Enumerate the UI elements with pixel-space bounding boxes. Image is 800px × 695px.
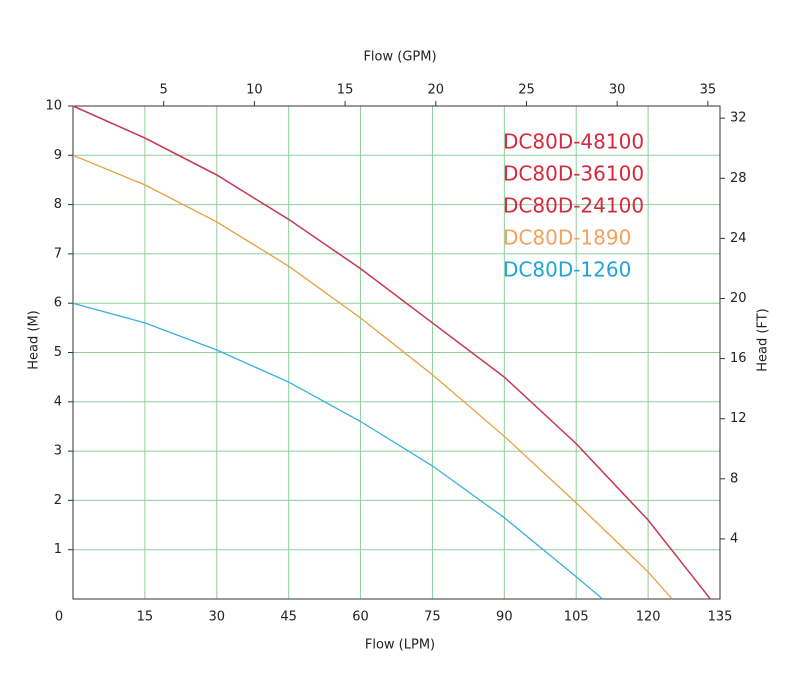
x2-tick-label: 35 <box>700 83 717 98</box>
y2-tick-label: 16 <box>730 351 747 366</box>
y2-tick-label: 20 <box>730 291 747 306</box>
y-tick-label: 6 <box>54 296 62 311</box>
x2-tick-label: 15 <box>337 83 354 98</box>
y2-tick-label: 32 <box>730 111 747 126</box>
series-line <box>72 154 673 600</box>
y2-tick-label: 28 <box>730 171 747 186</box>
y2-tick-label: 4 <box>730 531 738 546</box>
series-line <box>72 105 711 600</box>
x-tick-label: 60 <box>352 610 369 625</box>
y-tick-label: 2 <box>54 493 62 508</box>
y-axis-title: Head (M) <box>27 310 42 369</box>
x-tick-label: 90 <box>496 610 513 625</box>
x-tick-label: 30 <box>209 610 226 625</box>
x2-tick-label: 30 <box>609 83 626 98</box>
y-tick-label: 9 <box>54 148 62 163</box>
legend-entry: DC80D-36100 <box>503 162 644 186</box>
legend-entry: DC80D-48100 <box>503 130 644 154</box>
plot-frame <box>72 105 721 600</box>
y-tick-label: 1 <box>54 542 62 557</box>
x2-tick-label: 10 <box>246 83 263 98</box>
y-tick-label: 4 <box>54 394 62 409</box>
x-tick-label: 15 <box>137 610 154 625</box>
x-tick-label: 120 <box>636 610 661 625</box>
legend-entry: DC80D-1890 <box>503 226 631 250</box>
series-line <box>72 302 604 600</box>
x2-tick-label: 20 <box>427 83 444 98</box>
y2-tick-label: 12 <box>730 411 747 426</box>
y-tick-label: 5 <box>54 345 62 360</box>
y-tick-label: 7 <box>54 246 62 261</box>
x2-tick-label: 25 <box>518 83 535 98</box>
y2-tick-label: 8 <box>730 471 738 486</box>
y-tick-label: 3 <box>54 444 62 459</box>
x-tick-label: 75 <box>424 610 441 625</box>
y2-tick-label: 24 <box>730 231 747 246</box>
x-tick-label: 135 <box>708 610 733 625</box>
legend-entry: DC80D-1260 <box>503 258 631 282</box>
x2-tick-label: 5 <box>160 83 168 98</box>
x-tick-label: 0 <box>55 610 63 625</box>
top-axis-title: Flow (GPM) <box>363 50 436 65</box>
x-axis-title: Flow (LPM) <box>365 638 435 653</box>
y-tick-label: 8 <box>54 197 62 212</box>
x-tick-label: 45 <box>280 610 297 625</box>
x-tick-label: 105 <box>564 610 589 625</box>
y2-axis-title: Head (FT) <box>756 308 771 371</box>
legend-entry: DC80D-24100 <box>503 194 644 218</box>
y-tick-label: 10 <box>45 99 62 114</box>
